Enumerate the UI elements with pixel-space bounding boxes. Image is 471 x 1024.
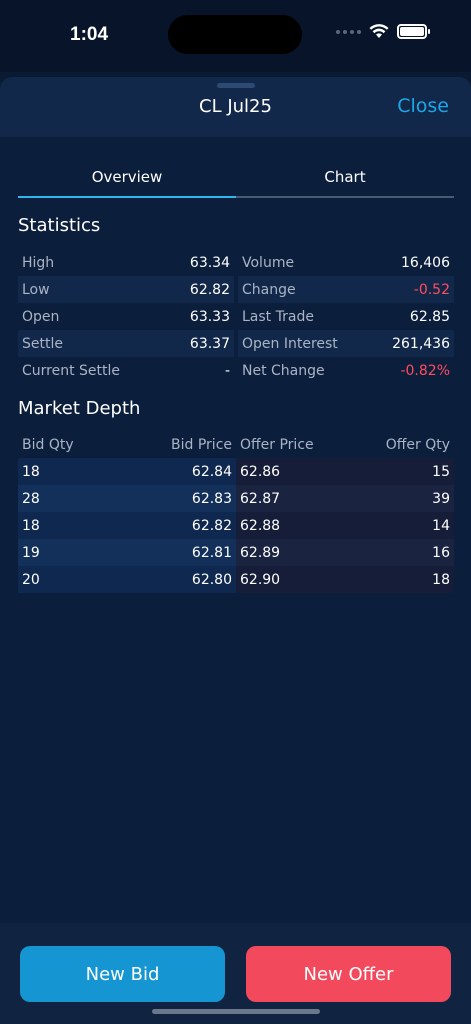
header-offer-price: Offer Price	[240, 437, 314, 453]
sheet-title: CL Jul25	[199, 96, 272, 117]
header-bid-price: Bid Price	[171, 437, 232, 453]
status-time: 1:04	[70, 24, 109, 45]
bid-qty: 20	[18, 566, 126, 593]
offer-price: 62.86	[236, 458, 346, 485]
new-bid-button[interactable]: New Bid	[20, 946, 225, 1002]
stat-value: -	[224, 362, 230, 379]
stat-label: High	[22, 254, 55, 271]
bid-qty: 28	[18, 485, 126, 512]
stat-label: Net Change	[242, 362, 325, 379]
bid-price: 62.82	[126, 512, 236, 539]
stat-value: 63.34	[189, 254, 230, 271]
stat-label: Current Settle	[22, 362, 121, 379]
depth-row[interactable]: 19 62.81 62.89 16	[18, 539, 454, 566]
stat-label: Settle	[22, 335, 63, 352]
stat-label: Change	[242, 281, 296, 298]
stats-row: Current Settle - Net Change -0.82%	[18, 357, 454, 384]
quote-sheet: CL Jul25 Close Overview Chart Statistics…	[0, 77, 471, 1024]
stat-label: Open Interest	[242, 335, 338, 352]
new-offer-button[interactable]: New Offer	[246, 946, 451, 1002]
offer-qty: 39	[346, 485, 454, 512]
status-icons	[336, 24, 430, 39]
stat-value: 261,436	[392, 335, 450, 352]
sheet-header: CL Jul25 Close	[0, 77, 471, 137]
bid-qty: 18	[18, 512, 126, 539]
stat-value: 63.37	[189, 335, 230, 352]
stat-label: Low	[22, 281, 50, 298]
wifi-icon	[369, 24, 389, 38]
offer-price: 62.90	[236, 566, 346, 593]
header-offer-qty: Offer Qty	[385, 437, 450, 453]
bid-price: 62.80	[126, 566, 236, 593]
depth-row[interactable]: 18 62.84 62.86 15	[18, 458, 454, 485]
stat-value: 62.85	[409, 308, 450, 325]
header-bid-qty: Bid Qty	[22, 437, 74, 453]
offer-qty: 16	[346, 539, 454, 566]
stats-row: High 63.34 Volume 16,406	[18, 249, 454, 276]
offer-qty: 18	[346, 566, 454, 593]
tab-bar: Overview Chart	[18, 162, 454, 198]
statistics-table: High 63.34 Volume 16,406 Low 62.82 Change -0…	[18, 249, 454, 384]
offer-price: 62.87	[236, 485, 346, 512]
stats-row: Open 63.33 Last Trade 62.85	[18, 303, 454, 330]
stat-value: 62.82	[189, 281, 230, 298]
bid-qty: 18	[18, 458, 126, 485]
dynamic-island	[168, 15, 302, 54]
depth-row[interactable]: 18 62.82 62.88 14	[18, 512, 454, 539]
bid-price: 62.84	[126, 458, 236, 485]
stat-value: 63.33	[189, 308, 230, 325]
offer-qty: 15	[346, 458, 454, 485]
stat-value: -0.52	[413, 281, 450, 298]
action-bar: New Bid New Offer	[0, 923, 471, 1024]
battery-icon	[397, 24, 430, 39]
close-button[interactable]: Close	[397, 95, 449, 117]
sheet-grabber[interactable]	[217, 83, 255, 88]
tab-chart[interactable]: Chart	[236, 162, 454, 198]
depth-header-row: Bid Qty Bid Price Offer Price Offer Qty	[18, 432, 454, 458]
stat-value: -0.82%	[400, 362, 450, 379]
stat-label: Last Trade	[242, 308, 314, 325]
stat-label: Open	[22, 308, 60, 325]
market-depth-title: Market Depth	[18, 398, 141, 419]
offer-price: 62.88	[236, 512, 346, 539]
depth-row[interactable]: 20 62.80 62.90 18	[18, 566, 454, 593]
tab-overview[interactable]: Overview	[18, 162, 236, 198]
home-indicator[interactable]	[152, 1009, 320, 1014]
statistics-title: Statistics	[18, 215, 101, 236]
stats-row: Low 62.82 Change -0.52	[18, 276, 454, 303]
depth-row[interactable]: 28 62.83 62.87 39	[18, 485, 454, 512]
stat-label: Volume	[242, 254, 295, 271]
status-bar: 1:04	[0, 0, 471, 72]
signal-dots-icon	[336, 29, 361, 34]
stats-row: Settle 63.37 Open Interest 261,436	[18, 330, 454, 357]
bid-price: 62.81	[126, 539, 236, 566]
stat-value: 16,406	[401, 254, 450, 271]
market-depth-table: Bid Qty Bid Price Offer Price Offer Qty …	[18, 432, 454, 593]
bid-price: 62.83	[126, 485, 236, 512]
bid-qty: 19	[18, 539, 126, 566]
offer-qty: 14	[346, 512, 454, 539]
offer-price: 62.89	[236, 539, 346, 566]
